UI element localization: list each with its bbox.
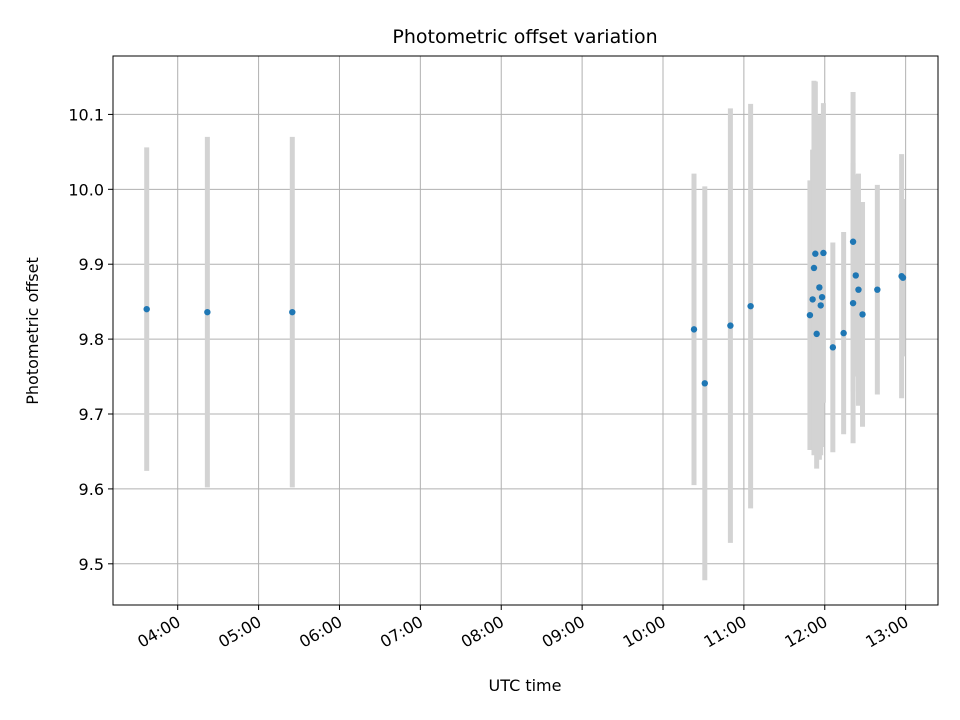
data-point — [859, 311, 866, 318]
data-point — [701, 380, 708, 387]
x-axis-label: UTC time — [489, 676, 562, 695]
data-point — [852, 272, 859, 279]
data-point — [840, 329, 847, 337]
data-point — [820, 249, 827, 257]
data-point — [747, 302, 754, 310]
data-point — [813, 330, 820, 338]
data-point — [849, 299, 857, 307]
y-tick-label: 9.5 — [79, 555, 104, 574]
data-point — [816, 284, 823, 291]
data-point — [849, 238, 857, 245]
y-tick-label: 10.0 — [68, 180, 104, 199]
data-point — [855, 286, 862, 293]
data-point — [690, 326, 698, 333]
data-point — [809, 296, 816, 303]
y-axis-label: Photometric offset — [23, 257, 42, 405]
y-tick-label: 9.9 — [79, 255, 104, 274]
data-point — [899, 274, 907, 281]
data-point — [806, 311, 814, 319]
data-point — [810, 264, 818, 272]
data-point — [874, 286, 881, 293]
data-point — [289, 308, 296, 316]
data-point — [812, 250, 819, 257]
y-tick-label: 9.6 — [79, 480, 104, 499]
y-axis: 9.5 9.6 9.7 9.8 9.9 10.0 10.1 — [68, 105, 113, 574]
data-point — [818, 293, 826, 301]
y-tick-label: 9.8 — [79, 330, 104, 349]
chart-title: Photometric offset variation — [392, 26, 657, 48]
data-point — [829, 344, 837, 351]
data-points — [143, 238, 907, 387]
data-point — [817, 302, 824, 309]
data-point — [727, 322, 734, 329]
y-tick-label: 10.1 — [68, 105, 104, 124]
data-point — [143, 305, 150, 313]
plot-frame — [112, 55, 939, 606]
y-tick-label: 9.7 — [79, 405, 104, 424]
data-point — [204, 308, 211, 316]
